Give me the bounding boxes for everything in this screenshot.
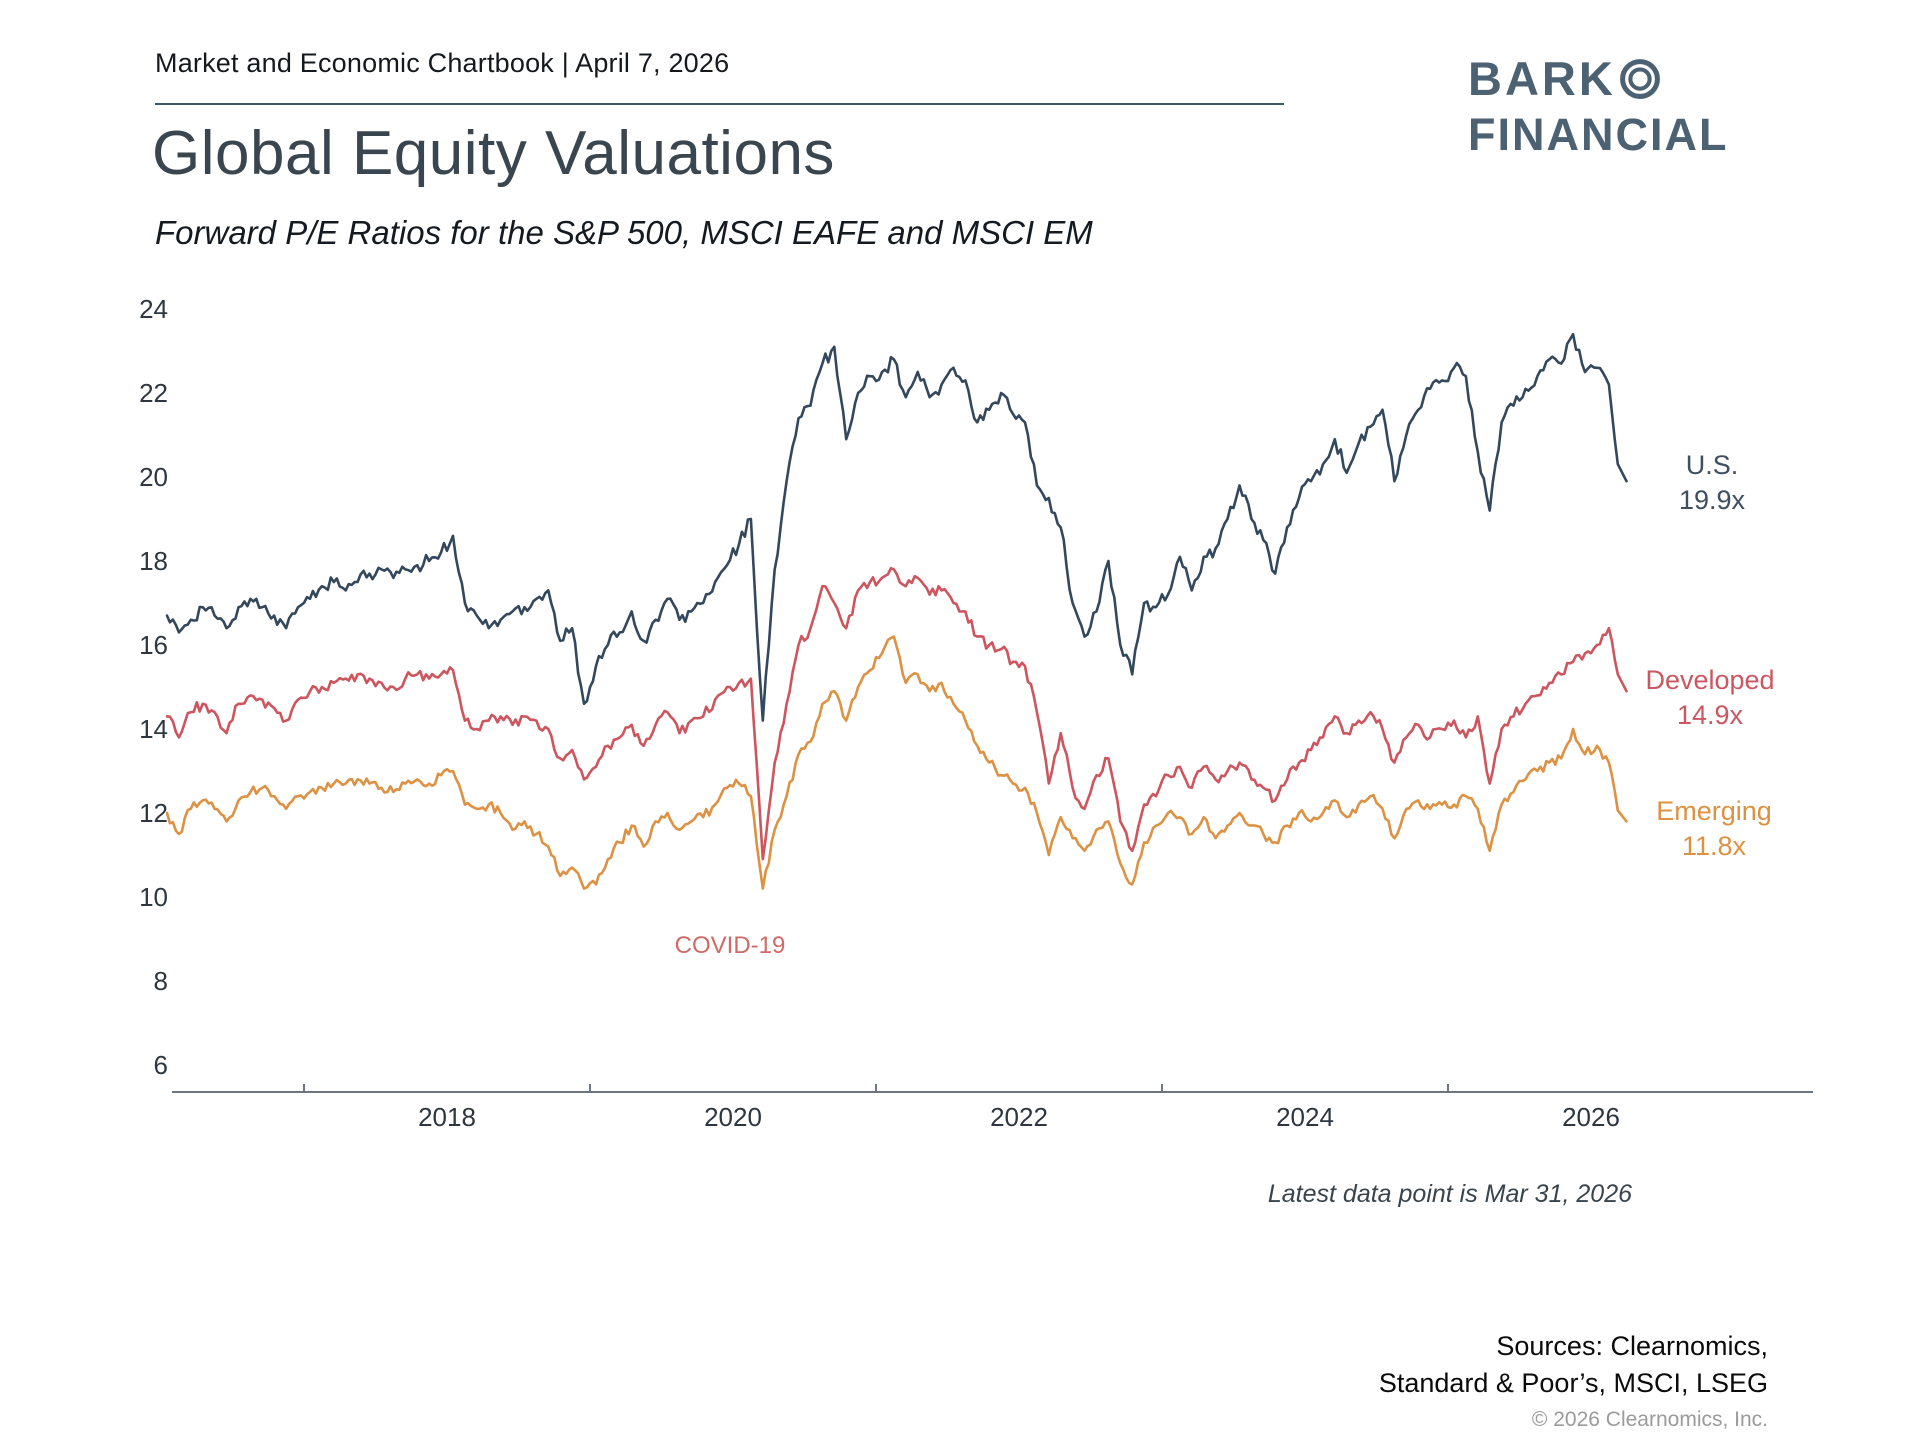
header-divider (155, 103, 1284, 105)
y-tick-10: 10 (139, 882, 168, 912)
sources-line-2: Standard & Poor’s, MSCI, LSEG (1378, 1368, 1768, 1398)
y-tick-12: 12 (139, 798, 168, 828)
x-tick-2018: 2018 (418, 1102, 476, 1132)
x-axis-minor-ticks (303, 1084, 1449, 1092)
covid-annotation: COVID-19 (674, 932, 786, 959)
us-series-label: U.S. 19.9x (1602, 448, 1822, 518)
x-tick-2022: 2022 (990, 1102, 1048, 1132)
developed-series-label: Developed 14.9x (1600, 663, 1820, 733)
emerging-series-line (165, 635, 1628, 890)
x-tick-2020: 2020 (704, 1102, 762, 1132)
us-series-name: U.S. (1685, 450, 1739, 480)
y-tick-20: 20 (139, 462, 168, 492)
latest-data-note: Latest data point is Mar 31, 2026 (1267, 1180, 1632, 1208)
us-series-value: 19.9x (1678, 485, 1746, 515)
y-tick-8: 8 (153, 966, 168, 996)
y-tick-24: 24 (139, 294, 168, 324)
page-subtitle: Forward P/E Ratios for the S&P 500, MSCI… (155, 214, 1093, 251)
x-tick-2026: 2026 (1562, 1102, 1620, 1132)
page-title: Global Equity Valuations (152, 119, 835, 188)
developed-series-value: 14.9x (1676, 700, 1744, 730)
y-tick-16: 16 (139, 630, 168, 660)
logo-wordmark-bottom: FINANCIAL (1468, 109, 1729, 160)
emerging-series-name: Emerging (1656, 796, 1772, 826)
copyright-note: © 2026 Clearnomics, Inc. (1531, 1408, 1768, 1431)
y-tick-18: 18 (139, 546, 168, 576)
y-tick-6: 6 (153, 1050, 168, 1080)
logo-wordmark-top: BARK (1468, 52, 1616, 105)
developed-series-line (165, 566, 1628, 861)
y-tick-14: 14 (139, 714, 168, 744)
emerging-series-label: Emerging 11.8x (1604, 794, 1824, 864)
company-logo: BARK FINANCIAL (1468, 52, 1728, 162)
sources-line-1: Sources: Clearnomics, (1496, 1331, 1768, 1361)
x-tick-2024: 2024 (1276, 1102, 1334, 1132)
y-tick-22: 22 (139, 378, 168, 408)
developed-series-name: Developed (1645, 665, 1775, 695)
emerging-series-value: 11.8x (1681, 831, 1747, 861)
us-series-line (165, 332, 1628, 722)
sources-note: Sources: Clearnomics, Standard & Poor’s,… (1168, 1328, 1768, 1402)
double-circle-icon (1619, 59, 1660, 99)
chartbook-header: Market and Economic Chartbook | April 7,… (155, 48, 730, 78)
